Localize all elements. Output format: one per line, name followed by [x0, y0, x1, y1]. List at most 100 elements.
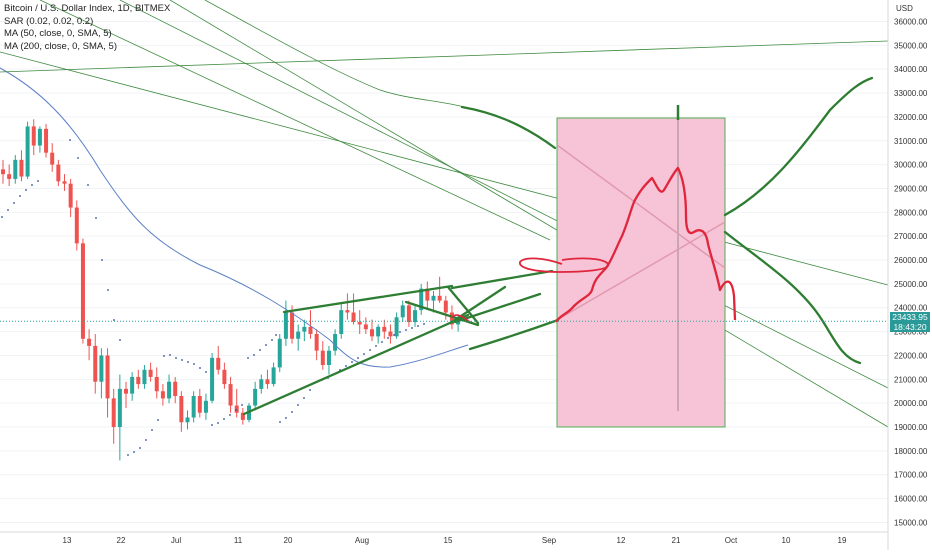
candle-body	[437, 295, 442, 301]
candle-body	[203, 400, 208, 413]
candle-body	[277, 338, 282, 368]
price-tick-label: 28000.00	[894, 208, 928, 217]
candle-body	[111, 398, 116, 428]
candle-body	[68, 183, 73, 208]
sar-dot	[13, 202, 15, 204]
candle-body	[431, 295, 436, 301]
candle-body	[7, 174, 12, 179]
price-tick-label: 31000.00	[894, 137, 928, 146]
candle-body	[197, 396, 202, 413]
bar-countdown: 18:43:20	[893, 322, 927, 332]
sar-dot	[297, 404, 299, 406]
candle-body	[154, 376, 159, 392]
candle-body	[326, 350, 331, 366]
candle-body	[37, 128, 42, 146]
sar-dot	[31, 184, 33, 186]
sar-dot	[139, 447, 141, 449]
candle-body	[13, 159, 18, 179]
sar-dot	[375, 345, 377, 347]
sar-dot	[369, 349, 371, 351]
candle-body	[425, 288, 430, 301]
price-tick-label: 26000.00	[894, 256, 928, 265]
date-tick-label: 20	[284, 536, 293, 545]
candle-body	[290, 312, 295, 339]
sar-dot	[127, 454, 129, 456]
sar-dot	[253, 354, 255, 356]
candle-body	[160, 391, 165, 399]
last-price-value: 23433.95	[892, 312, 928, 322]
candle-body	[283, 312, 288, 339]
sar-dot	[87, 184, 89, 186]
candle-body	[87, 338, 92, 346]
candle-body	[1, 169, 5, 175]
horizontal-trendline	[0, 40, 889, 73]
sar-dot	[247, 357, 249, 359]
sar-dot	[205, 371, 207, 373]
candle-body	[50, 152, 55, 165]
sar-dot	[151, 429, 153, 431]
ma200-indicator-label[interactable]: MA (200, close, 0, SMA, 5)	[4, 40, 117, 52]
descending-trendline-4	[169, 0, 889, 428]
candle-body	[173, 381, 178, 397]
price-tick-label: 21000.00	[894, 375, 928, 384]
breakout-line	[450, 269, 554, 290]
sar-dot	[211, 424, 213, 426]
sar-dot	[119, 339, 121, 341]
price-tick-label: 36000.00	[894, 17, 928, 26]
candle-body	[363, 324, 368, 330]
ma50-indicator-label[interactable]: MA (50, close, 0, SMA, 5)	[4, 28, 112, 39]
candle-body	[370, 329, 374, 337]
price-tick-label: 32000.00	[894, 113, 928, 122]
candle-body	[105, 355, 110, 399]
price-tick-label: 23000.00	[894, 328, 928, 337]
candle-layer	[1, 119, 461, 461]
candle-body	[253, 388, 258, 406]
sar-dot	[363, 353, 365, 355]
upper-resistance-line	[282, 284, 454, 314]
sar-dot	[113, 319, 115, 321]
sar-dot	[181, 359, 183, 361]
date-tick-label: 19	[838, 536, 847, 545]
sar-dot	[175, 357, 177, 359]
candle-body	[240, 412, 245, 420]
sar-dot	[69, 139, 71, 141]
candle-body	[210, 357, 215, 401]
sar-dot	[405, 329, 407, 331]
symbol-title[interactable]: Bitcoin / U.S. Dollar Index, 1D, BITMEX	[4, 3, 171, 14]
sar-dot	[157, 419, 159, 421]
sar-indicator-label[interactable]: SAR (0.02, 0.02, 0.2)	[4, 15, 94, 27]
candle-body	[345, 310, 350, 313]
date-tick-label: 21	[672, 536, 681, 545]
price-tick-label: 17000.00	[894, 471, 928, 480]
candle-body	[388, 331, 393, 337]
price-tick-label: 25000.00	[894, 280, 928, 289]
last-price-badge: 23433.95 18:43:20	[890, 312, 930, 332]
sar-dot	[381, 341, 383, 343]
date-tick-label: Jul	[171, 536, 181, 545]
currency-label: USD	[896, 4, 913, 13]
sar-dot	[133, 451, 135, 453]
candle-body	[308, 326, 313, 334]
candle-body	[406, 305, 411, 323]
sar-dot	[393, 334, 395, 336]
sar-dot	[275, 334, 277, 336]
sar-dot	[241, 404, 243, 406]
sar-dot	[25, 189, 27, 191]
candle-body	[339, 310, 344, 334]
candle-body	[185, 417, 190, 423]
sar-dot	[411, 327, 413, 329]
candle-body	[62, 181, 67, 184]
candle-body	[56, 164, 61, 182]
sar-dot	[417, 325, 419, 327]
sar-dot	[229, 414, 231, 416]
candle-body	[19, 159, 24, 177]
chart-legend: Bitcoin / U.S. Dollar Index, 1D, BITMEX …	[4, 3, 170, 53]
candle-body	[302, 326, 307, 332]
date-tick-label: 15	[444, 536, 453, 545]
sar-dot	[193, 363, 195, 365]
date-tick-label: 13	[63, 536, 72, 545]
sar-dot	[217, 422, 219, 424]
